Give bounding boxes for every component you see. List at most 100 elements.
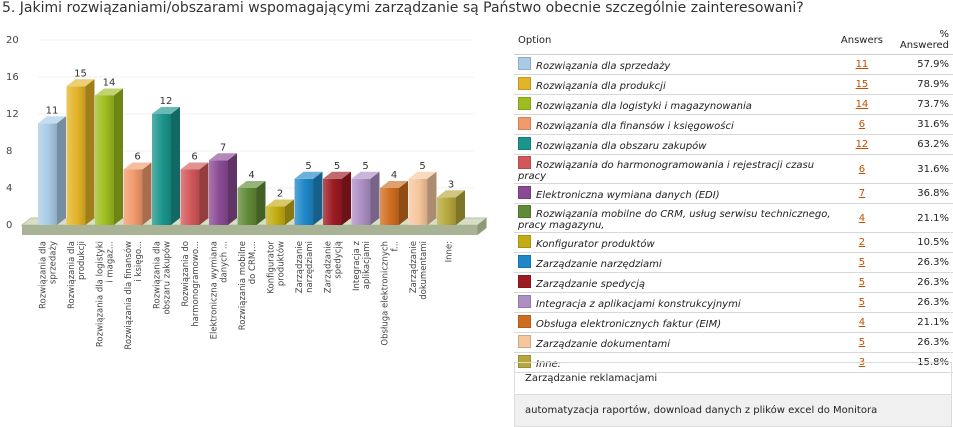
data-label: 7	[220, 142, 226, 153]
option-label: Inne:	[536, 359, 562, 370]
bar-front	[209, 160, 228, 225]
y-tick-label: 8	[6, 146, 12, 157]
bar-top	[95, 88, 123, 96]
color-swatch	[518, 255, 531, 268]
option-cell: Rozwiązania mobilne do CRM, usług serwis…	[514, 203, 837, 233]
option-cell: Rozwiązania dla obszaru zakupów	[514, 134, 837, 155]
percent-cell: 26.3%	[886, 332, 953, 353]
percent-cell: 36.8%	[886, 183, 953, 204]
x-tick-label: Rozwiązania dlaobszaru zakupów	[153, 241, 173, 315]
bar	[38, 116, 66, 225]
answers-count-link[interactable]: 5	[858, 297, 866, 308]
answers-cell: 6	[836, 154, 887, 184]
other-answer-item: automatyzacja raportów, download danych …	[515, 394, 951, 426]
answers-count-link[interactable]: 6	[858, 163, 866, 175]
answers-cell: 5	[836, 332, 887, 353]
table-row: Rozwiązania dla finansów i księgowości 6 3…	[514, 114, 953, 135]
color-swatch	[518, 205, 531, 218]
bar-side	[285, 199, 294, 225]
answers-count-link[interactable]: 14	[855, 99, 869, 110]
bar-front	[294, 178, 314, 225]
bar-front	[266, 206, 285, 225]
percent-cell: 26.3%	[886, 292, 953, 313]
bar-side	[256, 181, 266, 225]
option-label: Elektroniczna wymiana danych (EDI)	[536, 190, 720, 201]
table-row: Rozwiązania do harmonogramowania i rejes…	[514, 154, 953, 184]
color-swatch	[518, 315, 531, 328]
option-cell: Integracja z aplikacjami konstrukcyjnymi	[514, 292, 837, 313]
bar	[380, 181, 408, 225]
bar-front	[123, 169, 143, 225]
bar	[437, 190, 465, 225]
answers-count-link[interactable]: 6	[858, 119, 866, 130]
answers-count-link[interactable]: 2	[858, 237, 866, 248]
data-label: 5	[362, 161, 368, 172]
other-answers-list: Zarządzanie reklamacjami automatyzacja r…	[514, 362, 952, 427]
answers-count-link[interactable]: 12	[855, 139, 869, 150]
header-percent: % Answered	[886, 26, 953, 55]
data-label: 5	[419, 161, 425, 172]
bar	[323, 171, 351, 225]
bar-top	[152, 107, 180, 114]
option-cell: Konfigurator produktów	[514, 232, 837, 253]
color-swatch	[518, 355, 531, 368]
option-label: Rozwiązania dla logistyki i magazynowani…	[536, 101, 752, 112]
option-label: Rozwiązania do harmonogramowania i rejes…	[518, 160, 815, 182]
table-row: Zarządzanie spedycją 5 26.3%	[514, 272, 953, 293]
y-tick-label: 0	[6, 220, 12, 231]
answers-count-link[interactable]: 5	[858, 277, 866, 288]
x-tick-label: Inne:	[445, 241, 455, 262]
data-label: 6	[191, 152, 197, 163]
bar-top	[408, 171, 437, 179]
bar-top	[209, 153, 237, 161]
bar-side	[85, 79, 95, 225]
bar-chart: 0 4 8 12 16 20 11 Rozwiązania dlasprzedaży 15 Ro…	[6, 35, 488, 350]
color-swatch	[518, 156, 531, 169]
results-table: Option Answers % Answered Rozwiązania dl…	[514, 26, 953, 373]
option-cell: Elektroniczna wymiana danych (EDI)	[514, 183, 837, 204]
answers-count-link[interactable]: 4	[858, 317, 866, 328]
option-cell: Obsługa elektronicznych faktur (EIM)	[514, 312, 837, 333]
color-swatch	[518, 97, 531, 110]
bar	[66, 79, 95, 225]
answers-count-link[interactable]: 11	[855, 59, 869, 70]
bar-top	[180, 162, 209, 170]
bar	[266, 199, 294, 225]
color-swatch	[518, 57, 531, 70]
bar	[294, 171, 323, 225]
option-label: Rozwiązania dla sprzedaży	[536, 61, 671, 72]
color-swatch	[518, 117, 531, 130]
bar	[95, 88, 123, 225]
color-swatch	[518, 275, 531, 288]
bar-top	[437, 190, 465, 198]
option-label: Rozwiązania dla obszaru zakupów	[536, 141, 707, 152]
answers-cell: 5	[836, 252, 887, 273]
bar-front	[180, 169, 200, 225]
bar-side	[342, 171, 351, 225]
bar-side	[199, 162, 209, 225]
option-cell: Zarządzanie narzędziami	[514, 252, 837, 273]
option-cell: Zarządzanie dokumentami	[514, 332, 837, 353]
answers-count-link[interactable]: 15	[855, 79, 869, 90]
answers-count-link[interactable]: 5	[858, 257, 866, 268]
color-swatch	[518, 335, 531, 348]
color-swatch	[518, 295, 531, 308]
option-label: Zarządzanie narzędziami	[536, 259, 662, 270]
bar-top	[38, 116, 66, 124]
answers-count-link[interactable]: 4	[858, 212, 866, 224]
answers-count-link[interactable]: 7	[858, 188, 866, 199]
option-cell: Rozwiązania dla finansów i księgowości	[514, 114, 837, 135]
percent-cell: 57.9%	[886, 54, 953, 75]
answers-count-link[interactable]: 5	[858, 337, 866, 348]
table-row: Konfigurator produktów 2 10.5%	[514, 232, 953, 253]
answers-cell: 4	[836, 203, 887, 233]
answers-cell: 11	[836, 54, 887, 75]
bar-top	[380, 181, 408, 188]
option-label: Rozwiązania mobilne do CRM, usług serwis…	[518, 209, 831, 231]
data-label: 15	[74, 68, 87, 79]
bar-side	[142, 162, 152, 225]
chart-floor-front	[22, 225, 478, 235]
option-cell: Rozwiązania dla logistyki i magazynowani…	[514, 94, 837, 115]
bar	[123, 162, 152, 225]
table-row: Rozwiązania dla produkcji 15 78.9%	[514, 74, 953, 95]
